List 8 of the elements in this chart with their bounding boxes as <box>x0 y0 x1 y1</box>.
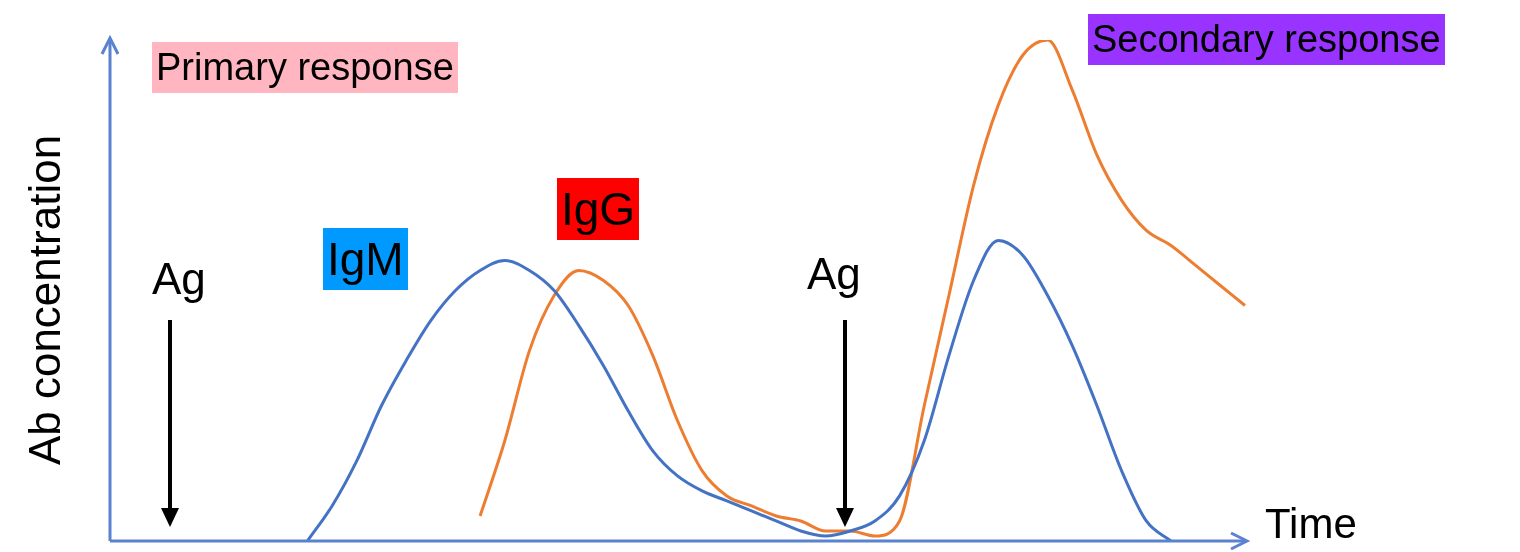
y-axis-title: Ab concentration <box>20 134 70 466</box>
annotation: Ag <box>151 253 207 305</box>
x-axis-title: Time <box>1265 500 1357 548</box>
series-label: IgM <box>323 228 408 290</box>
series-label: IgG <box>557 178 640 240</box>
annotation: Secondary response <box>1088 14 1445 65</box>
annotation: Primary response <box>152 42 458 93</box>
annotation: Ag <box>806 248 862 300</box>
